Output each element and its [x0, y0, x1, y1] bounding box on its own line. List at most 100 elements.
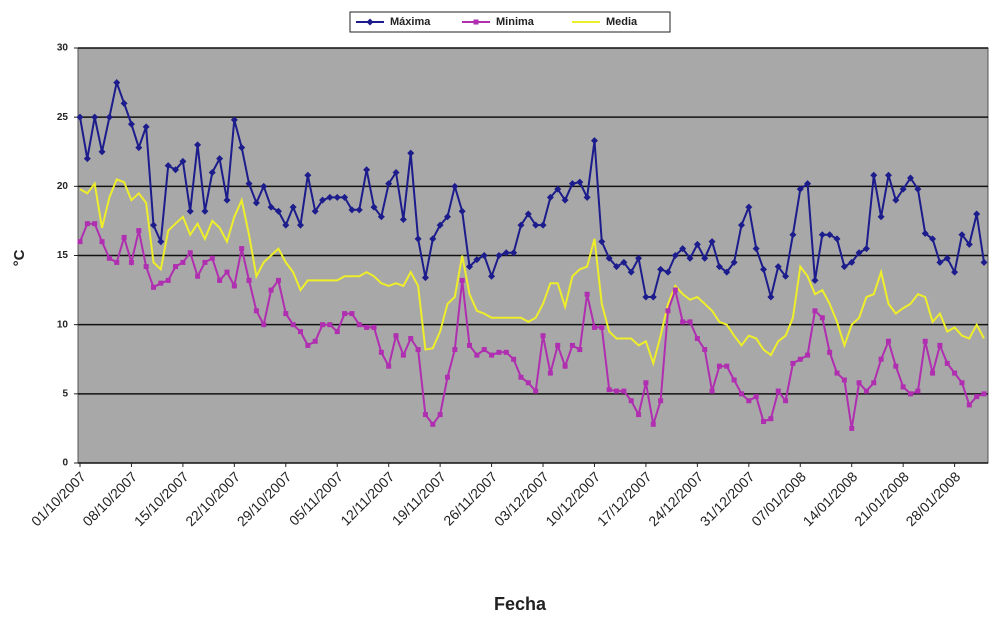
data-point: [546, 193, 554, 201]
data-point: [415, 347, 421, 353]
legend-label: Máxima: [390, 16, 431, 28]
data-point: [186, 207, 194, 215]
x-tick-label: 03/12/2007: [491, 468, 552, 529]
x-tick-label: 07/01/2008: [748, 468, 809, 529]
data-point: [481, 347, 487, 353]
data-point: [708, 238, 716, 246]
data-point: [92, 221, 98, 227]
y-tick-label: 30: [57, 43, 69, 54]
x-tick-label: 05/11/2007: [286, 468, 346, 528]
data-point: [524, 210, 532, 218]
data-point: [658, 398, 664, 404]
data-point: [386, 363, 392, 369]
data-point: [664, 268, 672, 276]
x-tick-label: 24/12/2007: [645, 468, 706, 529]
data-point: [173, 264, 179, 270]
x-tick-label: 12/11/2007: [337, 468, 397, 528]
data-point: [495, 252, 503, 259]
data-point: [488, 272, 496, 280]
data-point: [105, 113, 113, 121]
data-point: [884, 171, 892, 179]
data-point: [805, 352, 811, 358]
data-point: [966, 402, 972, 408]
data-point: [429, 235, 437, 243]
data-point: [649, 293, 657, 301]
data-point: [899, 185, 907, 193]
data-point: [921, 229, 929, 237]
data-point: [952, 370, 958, 376]
data-point: [885, 338, 891, 344]
data-point: [517, 221, 525, 229]
data-point: [774, 263, 782, 271]
data-point: [400, 352, 406, 358]
data-point: [753, 394, 759, 400]
data-point: [496, 349, 502, 355]
data-point: [790, 360, 796, 366]
data-point: [893, 363, 899, 369]
data-point: [164, 162, 172, 170]
data-point: [819, 315, 825, 321]
data-point: [120, 99, 128, 107]
data-point: [929, 235, 937, 243]
data-point: [142, 123, 150, 131]
data-point: [349, 311, 355, 317]
x-tick-label: 10/12/2007: [542, 468, 603, 529]
data-point: [268, 287, 274, 293]
data-point: [282, 221, 290, 229]
x-axis-title: Fecha: [494, 594, 547, 614]
data-point: [687, 319, 693, 325]
data-point: [473, 256, 481, 264]
data-point: [789, 231, 797, 239]
data-point: [245, 180, 253, 188]
data-point: [628, 398, 634, 404]
series-line: [79, 78, 985, 298]
data-point: [165, 277, 171, 283]
data-point: [283, 311, 289, 317]
data-point: [959, 380, 965, 386]
data-point: [297, 329, 303, 335]
y-axis-title: °C: [11, 249, 28, 266]
legend-marker: [366, 18, 374, 26]
data-point: [547, 370, 553, 376]
data-point: [643, 380, 649, 386]
x-tick-label: 14/01/2008: [800, 468, 861, 529]
data-point: [907, 174, 915, 182]
data-point: [900, 384, 906, 390]
data-point: [363, 166, 371, 174]
data-point: [414, 235, 422, 243]
data-point: [533, 388, 539, 394]
data-point: [569, 342, 575, 348]
data-point: [194, 141, 202, 149]
data-point: [261, 322, 267, 328]
data-point: [127, 120, 135, 128]
data-point: [871, 380, 877, 386]
data-point: [238, 144, 246, 152]
data-point: [327, 322, 333, 328]
data-point: [598, 238, 606, 246]
data-point: [855, 249, 863, 257]
data-point: [606, 387, 612, 393]
data-point: [584, 291, 590, 297]
data-point: [812, 308, 818, 314]
data-point: [246, 277, 252, 283]
data-point: [737, 221, 745, 229]
data-point: [342, 311, 348, 317]
data-point: [922, 338, 928, 344]
data-point: [657, 265, 665, 273]
data-point: [605, 254, 613, 262]
data-point: [106, 255, 112, 261]
data-point: [862, 245, 870, 253]
data-point: [209, 255, 215, 261]
data-point: [114, 259, 120, 265]
data-point: [187, 250, 193, 256]
data-point: [878, 356, 884, 362]
data-point: [377, 213, 385, 221]
data-point: [848, 258, 856, 266]
data-point: [348, 206, 356, 214]
data-point: [136, 228, 142, 234]
x-tick-label: 22/10/2007: [182, 468, 243, 529]
data-point: [591, 324, 597, 330]
data-point: [217, 277, 223, 283]
data-point: [723, 268, 731, 276]
